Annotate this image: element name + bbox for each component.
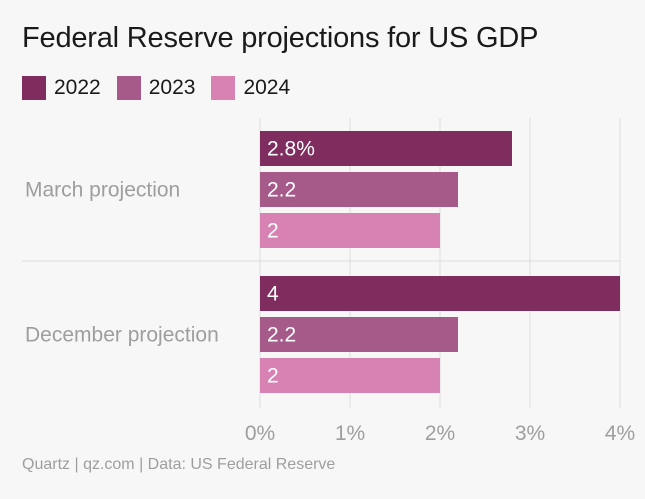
x-tick-label-1: 1%	[335, 422, 365, 445]
bar-label-2024-march: 2	[267, 220, 279, 243]
bar-label-2023-march: 2.2	[267, 179, 296, 202]
bar-label-2023-december: 2.2	[267, 324, 296, 347]
category-label-december: December projection	[25, 324, 219, 347]
legend-swatch-2023	[116, 76, 141, 100]
bar-2022-march	[260, 131, 512, 166]
legend-swatch-2022	[22, 76, 46, 100]
bar-2023-december	[260, 317, 458, 352]
x-tick-label-2: 2%	[425, 422, 455, 445]
x-tick-label-0: 0%	[245, 422, 275, 445]
legend-label-2022: 2022	[54, 76, 101, 99]
legend-swatch-2024	[211, 76, 236, 100]
x-tick-label-3: 3%	[515, 422, 545, 445]
bar-label-2024-december: 2	[267, 365, 279, 388]
legend-label-2023: 2023	[148, 76, 196, 99]
legend-label-2024: 2024	[243, 76, 291, 99]
category-label-march: March projection	[25, 179, 180, 202]
source-note: Quartz | qz.com | Data: US Federal Reser…	[22, 456, 336, 473]
bar-2024-december	[260, 358, 440, 393]
bar-2023-march	[260, 172, 458, 207]
legend-item-2022: 2022	[22, 76, 101, 100]
bar-label-2022-march: 2.8%	[267, 138, 315, 161]
legend-item-2024: 2024	[211, 76, 290, 100]
chart-title: Federal Reserve projections for US GDP	[22, 22, 539, 54]
bar-2022-december	[260, 276, 620, 311]
bar-label-2022-december: 4	[267, 283, 279, 306]
bar-2024-march	[260, 213, 440, 248]
legend-item-2023: 2023	[116, 76, 196, 100]
x-tick-label-4: 4%	[605, 422, 635, 445]
legend: 2022 2023 2024	[22, 76, 306, 100]
